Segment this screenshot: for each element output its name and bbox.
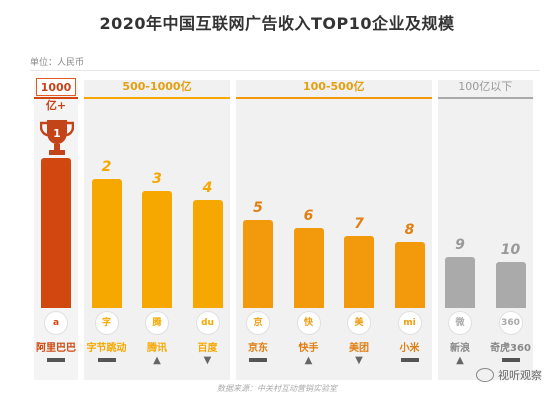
chat-bubble-icon <box>476 368 494 382</box>
company-label: 快手 <box>298 343 319 354</box>
company-label: 新浪 <box>450 343 470 354</box>
bar-3 <box>142 191 172 308</box>
svg-text:1: 1 <box>53 127 61 140</box>
trophy-icon: 1 <box>40 120 74 155</box>
weibo-logo: 微 <box>448 311 472 335</box>
tier-rule <box>84 97 230 99</box>
watermark-text: 视听观察 <box>498 369 542 382</box>
company-label: 小米 <box>399 343 420 354</box>
unit-label: 单位：人民币 <box>30 58 85 68</box>
tencent-logo: 腾 <box>145 311 169 335</box>
bar-8 <box>394 242 425 308</box>
trend-up-icon: ▲ <box>304 355 313 366</box>
tier-label: 1000亿+ <box>35 78 77 112</box>
watermark: 视听观察 <box>476 367 542 383</box>
unit-divider <box>30 70 540 71</box>
bar-4 <box>192 200 223 308</box>
trend-up-icon: ▲ <box>153 355 161 366</box>
rank-label: 7 <box>354 216 364 232</box>
bytedance-logo: 字 <box>94 311 119 335</box>
trend-flat-icon <box>486 355 536 366</box>
company-label: 腾讯 <box>147 343 167 354</box>
rank-label: 4 <box>202 180 213 196</box>
trend-down-icon: ▼ <box>355 355 363 366</box>
trend-flat-icon <box>82 355 132 366</box>
tier-label: 100-500亿 <box>303 80 365 93</box>
baidu-logo: du <box>195 311 220 335</box>
tier-rule <box>33 97 79 99</box>
trend-flat-icon <box>31 355 81 366</box>
alibaba-logo: a <box>44 311 68 335</box>
company-label: 美团 <box>349 343 369 354</box>
company-label: 字节跳动 <box>86 343 127 354</box>
tier-label: 100亿以下 <box>458 80 513 93</box>
rank-label: 8 <box>404 222 415 238</box>
bar-2 <box>91 179 122 308</box>
rank-label: 10 <box>500 241 521 258</box>
xiaomi-logo: mi <box>397 311 422 335</box>
rank-label: 6 <box>303 207 314 224</box>
rank-label: 5 <box>253 199 263 216</box>
company-label: 奇虎360 <box>490 343 531 354</box>
meituan-logo: 美 <box>347 311 371 335</box>
tier-rule <box>235 97 432 99</box>
trend-flat-icon <box>385 355 435 366</box>
kuaishou-logo: 快 <box>296 311 321 335</box>
jd-logo: 京 <box>246 311 270 335</box>
rank-label: 3 <box>152 171 162 187</box>
bar-10 <box>495 261 526 308</box>
bar-6 <box>293 227 324 308</box>
trend-flat-icon <box>233 355 283 366</box>
trend-up-icon: ▲ <box>456 355 464 366</box>
company-label: 阿里巴巴 <box>36 343 76 354</box>
rank-label: 9 <box>455 237 465 253</box>
rank-label: 2 <box>101 159 112 175</box>
qihoo360-logo: 360 <box>498 311 523 335</box>
bar-1 <box>41 158 71 308</box>
company-label: 百度 <box>197 343 218 354</box>
bar-9 <box>445 257 475 308</box>
company-label: 京东 <box>248 343 268 354</box>
chart-title: 2020年中国互联网广告收入TOP10企业及规模 <box>99 14 455 33</box>
tier-rule <box>437 97 533 99</box>
source-note: 数据来源：中关村互动营销实验室 <box>217 384 337 393</box>
tier-label: 500-1000亿 <box>122 80 192 93</box>
trend-down-icon: ▼ <box>203 355 212 366</box>
bar-5 <box>243 219 273 308</box>
bar-7 <box>344 236 374 308</box>
